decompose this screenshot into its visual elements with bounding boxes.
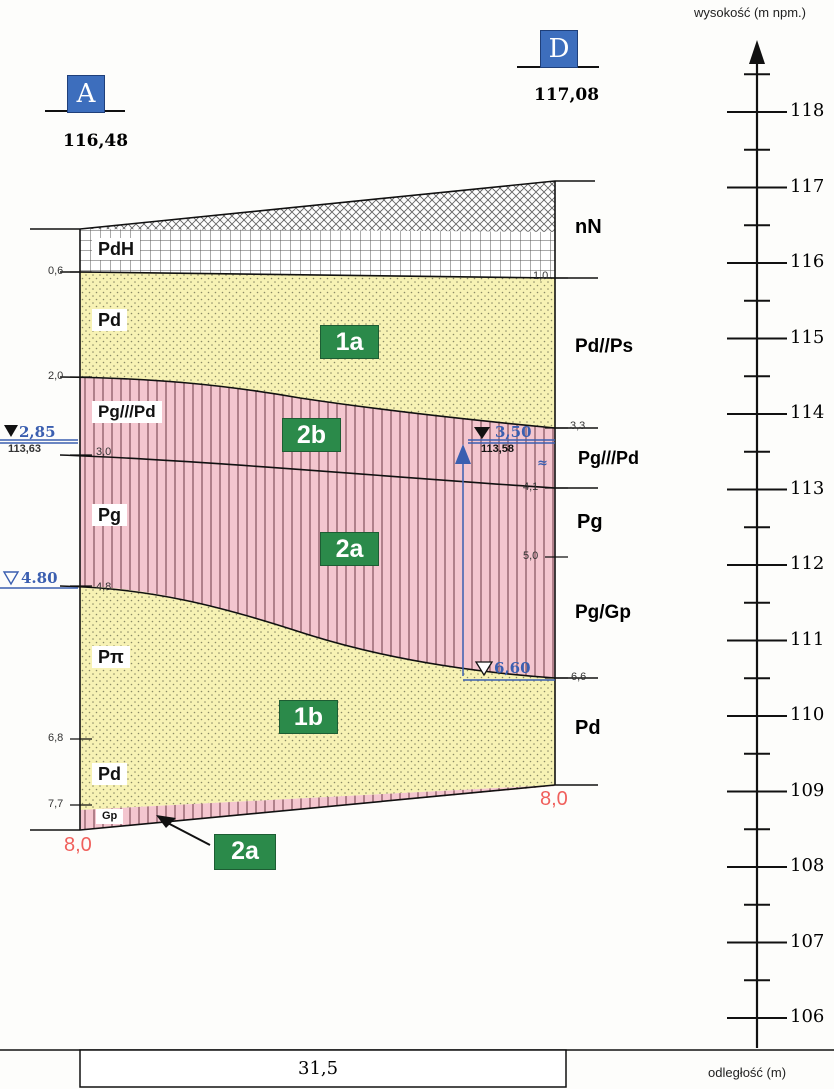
layer-label-pg-right: Pg xyxy=(577,511,603,533)
borehole-a-marker: A xyxy=(67,75,105,113)
right-depth-1: 3,3 xyxy=(570,420,586,432)
right-depth-2: 4,1 xyxy=(523,481,539,493)
layer-label-pd-right-bottom: Pd xyxy=(575,717,601,739)
left-depth-5: 7,7 xyxy=(48,798,64,810)
layer-label-pg-left: Pg xyxy=(92,504,128,526)
elevation-tick-label: 115 xyxy=(790,326,825,348)
layer-label-pg-gp-right: Pg/Gp xyxy=(575,602,631,623)
sand-layer-1b xyxy=(80,586,555,810)
layer-label-pdh: PdH xyxy=(92,238,140,260)
sand-layer-1a xyxy=(80,272,555,428)
left-depth-1: 2,0 xyxy=(48,370,64,382)
elevation-tick-label: 108 xyxy=(790,855,825,876)
zone-badge-1a: 1a xyxy=(320,325,379,359)
elevation-tick-label: 114 xyxy=(790,402,825,423)
borehole-d-elevation: 117,08 xyxy=(534,85,600,105)
left-depth-4: 6,8 xyxy=(48,732,64,744)
borehole-d-depth: 8,0 xyxy=(540,788,568,810)
elevation-tick-label: 110 xyxy=(790,704,825,725)
zone-badge-2a: 2a xyxy=(320,532,379,566)
zone-badge-1b: 1b xyxy=(279,700,338,734)
borehole-a-depth: 8,0 xyxy=(64,834,92,856)
layer-label-pd-left-bottom: Pd xyxy=(92,763,128,785)
layer-label-nn: nN xyxy=(575,216,602,238)
layer-label-gp-left: Gp xyxy=(96,809,124,824)
borehole-d-marker: D xyxy=(540,30,578,68)
elevation-tick-label: 112 xyxy=(790,553,825,574)
elevation-tick-label: 111 xyxy=(790,628,825,650)
layer-label-pgpd-right: Pg///Pd xyxy=(578,448,640,468)
elevation-tick-label: 118 xyxy=(790,100,825,121)
elevation-tick-label: 107 xyxy=(790,930,825,952)
water-right-rise-symbol: ≈ xyxy=(537,456,548,471)
right-depth-4: 6,6 xyxy=(571,671,587,683)
layer-label-ppi-left: Pπ xyxy=(92,646,130,668)
y-axis-title: wysokość (m npm.) xyxy=(694,5,806,20)
elevation-tick-label: 113 xyxy=(790,477,825,499)
water-right-encountered: 6,60 xyxy=(494,659,531,677)
left-depth-0: 0,6 xyxy=(48,265,64,277)
elevation-tick-label: 109 xyxy=(790,779,825,801)
layer-label-pd-left-top: Pd xyxy=(92,309,128,331)
zone-badge-2b: 2b xyxy=(282,418,341,452)
elevation-tick-label: 116 xyxy=(790,251,825,272)
water-right-stable-elev: 113,58 xyxy=(481,443,515,455)
right-depth-3: 5,0 xyxy=(523,550,539,562)
x-axis-title: odległość (m) xyxy=(708,1065,787,1080)
water-left-encountered: 4.80 xyxy=(21,569,58,587)
water-left-stable-elev: 113,63 xyxy=(8,443,42,455)
elevation-tick-label: 117 xyxy=(790,175,825,197)
water-right-stable: 3,50 xyxy=(495,423,532,441)
distance-value: 31,5 xyxy=(298,1058,339,1079)
zone-badge-2a-bottom: 2a xyxy=(214,834,276,870)
borehole-a-elevation: 116,48 xyxy=(63,131,129,151)
left-depth-3: 4,8 xyxy=(96,581,112,593)
layer-label-pgpd-left: Pg///Pd xyxy=(92,401,162,423)
right-depth-0: 1,0 xyxy=(533,270,549,282)
layer-label-pd-ps-right: Pd//Ps xyxy=(575,336,634,357)
elevation-tick-label: 106 xyxy=(790,1006,825,1027)
water-left-stable: 2,85 xyxy=(19,423,56,441)
left-depth-2: 3,0 xyxy=(96,446,112,458)
